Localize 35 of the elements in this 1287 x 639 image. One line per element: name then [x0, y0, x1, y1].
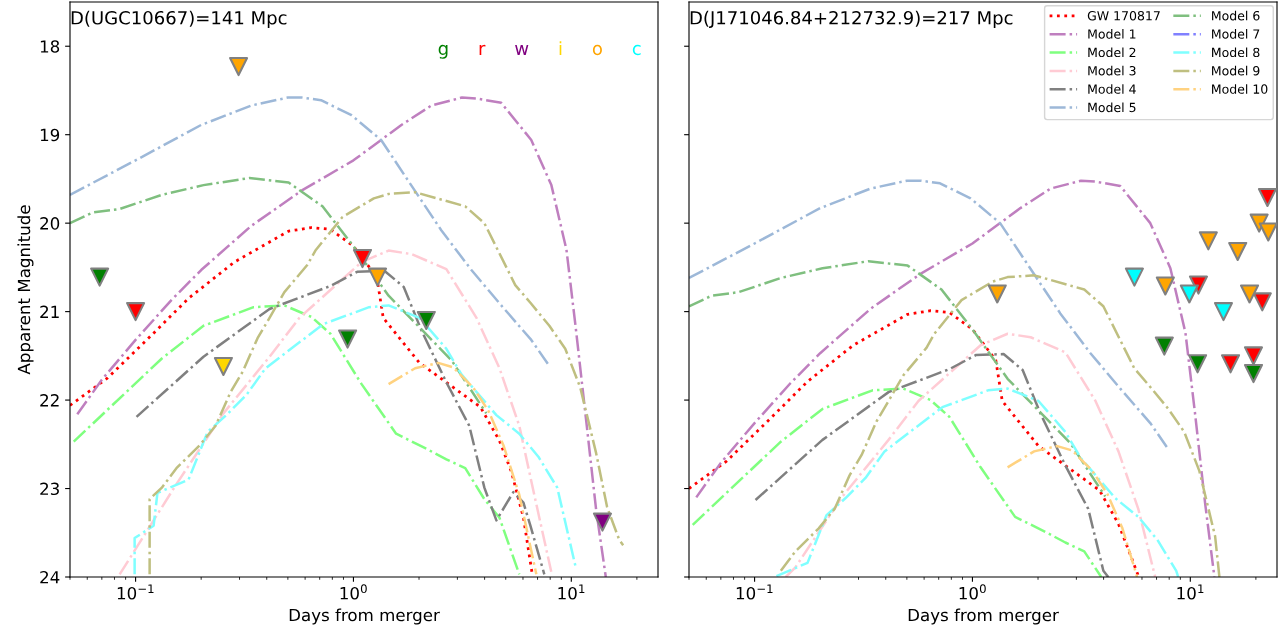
x-tick-label: 10$^{0}$ [340, 584, 367, 600]
y-tick-label: 20 [40, 217, 60, 230]
legend-label: Model 2 [1088, 47, 1136, 58]
text: w [515, 45, 529, 55]
y-tick-label: 24 [40, 570, 60, 584]
legend-label: Model 10 [1212, 84, 1268, 94]
x-axis-title: Days from merger [908, 608, 1059, 625]
x-tick-label: 10$^{1}$ [1177, 584, 1204, 600]
legend-label: Model 5 [1088, 102, 1136, 113]
text: i [559, 41, 562, 55]
x-tick-label: 10$^{0}$ [959, 584, 986, 600]
y-tick-label: 21 [40, 305, 59, 318]
legend-label: Model 6 [1212, 10, 1260, 21]
y-tick-label: 18 [40, 40, 60, 53]
legend-label: Model 7 [1212, 29, 1260, 39]
chart-title: D(J171046.84+212732.9)=217 Mpc [690, 10, 1013, 29]
legend-label: c [632, 44, 641, 56]
x-axis-title: Days from merger [289, 608, 440, 625]
x-tick-label: 10$^{1}$ [558, 584, 585, 600]
legend-label: Model 3 [1088, 65, 1136, 76]
y-tick-label: 22 [40, 394, 59, 407]
legend-label: Model 4 [1088, 84, 1136, 94]
text: r [479, 44, 486, 55]
y-tick-label: 19 [40, 128, 60, 142]
y-tick-label: 23 [40, 482, 59, 496]
y-axis-title: Apparent Magnitude [17, 205, 34, 375]
chart-title: D(UGC10667)=141 Mpc [71, 10, 287, 29]
text: g [438, 44, 448, 59]
legend-label: Model 8 [1212, 47, 1260, 58]
legend-label: Model 9 [1212, 65, 1260, 76]
text: o [592, 44, 602, 56]
legend-label: Model 1 [1088, 29, 1136, 39]
x-tick-label: 10$^{−1}$ [736, 584, 773, 600]
x-tick-label: 10$^{−1}$ [117, 584, 154, 600]
legend-label: GW 170817 [1087, 10, 1160, 21]
